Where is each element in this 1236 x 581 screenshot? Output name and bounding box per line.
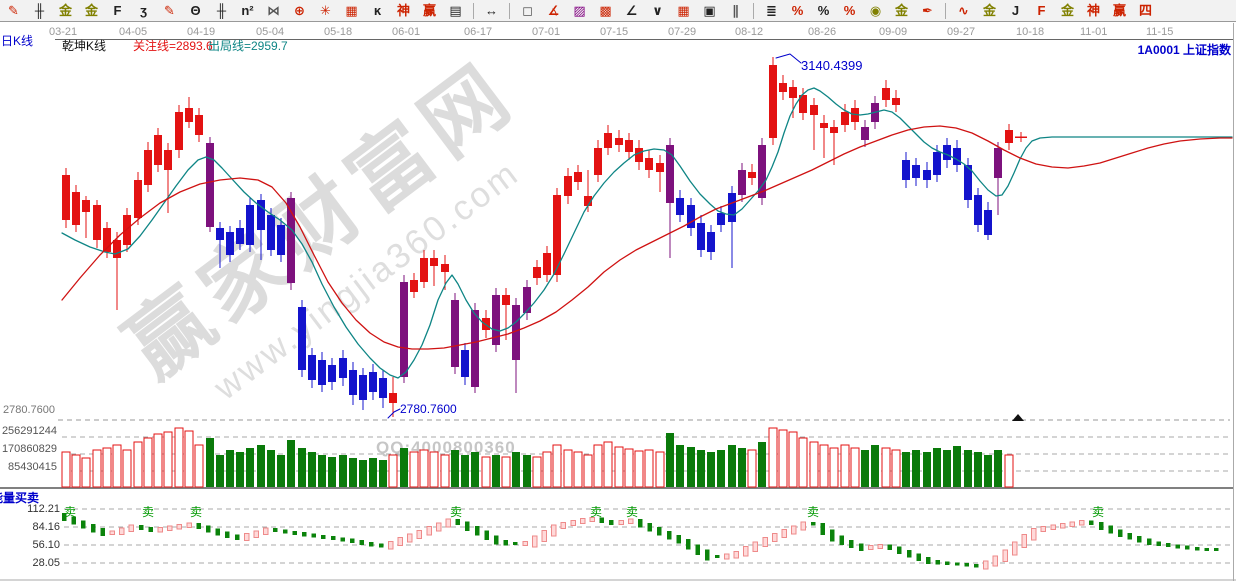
chart-name-label: 乾坤K线 [62,39,107,53]
toolbar-separator [473,2,474,19]
date-label: 09-09 [879,26,908,38]
trend-pen-icon[interactable]: ∠ [625,2,638,18]
marker-pen-icon[interactable]: ✎ [164,2,175,18]
sell-signal-label: 卖 [450,505,463,519]
date-label: 08-26 [808,26,837,38]
indicator-axis-label: 84.16 [32,521,60,533]
fan-lines-icon[interactable]: ∡ [547,2,560,18]
date-label: 07-01 [532,26,561,38]
volume-axis-label: 85430415 [8,461,57,473]
date-label: 05-04 [256,26,285,38]
stats-list-icon[interactable]: ≣ [766,2,777,18]
ying-tool-icon[interactable]: 赢 [422,2,436,18]
target-circle-icon[interactable]: ⊕ [294,2,305,18]
date-label: 04-05 [119,26,148,38]
price-axis-low-label: 2780.7600 [3,404,55,416]
sell-signal-label: 卖 [626,505,639,519]
peak-annotation: 3140.4399 [801,58,863,73]
percent-icon[interactable]: % [817,2,830,18]
draw-brush-icon[interactable]: ✎ [8,2,19,18]
mirror-angle-icon[interactable]: ⋈ [267,2,280,18]
j-angle-icon[interactable]: J [1011,2,1020,18]
date-label: 11-01 [1080,26,1108,38]
sell-signal-label: 卖 [190,505,203,519]
k-mark-icon[interactable]: ĸ [373,2,382,18]
date-label: 07-29 [668,26,697,38]
date-label: 09-27 [947,26,976,38]
gold-segment-icon[interactable]: 金 [58,2,72,18]
gold-lines-icon[interactable]: 金 [894,2,908,18]
width-measure-icon[interactable]: ↔ [485,2,498,18]
annotation-marks [387,53,1027,421]
indicator-axis-label: 28.05 [32,557,60,569]
date-label: 06-01 [392,26,421,38]
radial-target-icon[interactable]: ✳ [320,2,331,18]
grid-shade-icon[interactable]: ▩ [599,2,612,18]
gann-ruler-icon[interactable]: ╫ [34,2,45,18]
date-label: 07-15 [600,26,629,38]
sell-signal-label: 卖 [807,505,820,519]
sell-signal-label: 卖 [64,505,77,519]
toolbar-separator [753,2,754,19]
toolbar-separator [945,2,946,19]
indicator-axis-label: 56.10 [32,539,60,551]
wave-box-icon[interactable]: ∿ [958,2,969,18]
n2-tool-icon[interactable]: n² [241,2,254,18]
indicator-title-wrap: 能量买卖 [0,489,64,504]
grid-ruler-icon[interactable]: ╫ [216,2,227,18]
sell-signal-label: 卖 [142,505,155,519]
cycle-circle-icon[interactable]: Θ [190,2,201,18]
sell-signal-label: 卖 [1092,505,1105,519]
grid-box-icon[interactable]: ▣ [703,2,716,18]
volume-axis-label: 170860829 [1,443,57,455]
exit-line-label: 出局线=2959.7 [208,39,288,53]
low-annotation: 2780.7600 [400,402,457,416]
date-label: 03-21 [49,26,78,38]
period-label[interactable]: 日K线 [1,34,34,48]
attention-line-label: 关注线=2893.6 [133,39,213,53]
indicator-axis-label: 112.21 [27,503,60,515]
date-label: 04-19 [187,26,216,38]
fan-grid-icon[interactable]: ▨ [573,2,586,18]
date-label: 11-15 [1146,26,1174,38]
shen-tool-icon[interactable]: 神 [396,2,410,18]
moving-averages [61,87,1233,379]
gold-box-icon[interactable]: 金 [982,2,996,18]
fibonacci-icon[interactable]: F [113,2,122,18]
gold-circle-icon[interactable]: ◉ [869,2,882,18]
percent-line-icon[interactable]: % [791,2,804,18]
volume-axis-label: 256291244 [1,425,57,437]
symbol-label[interactable]: 1A0001 上证指数 [1137,43,1231,57]
candles [62,57,1013,417]
grid-lines [0,23,1236,581]
ying-angle-icon[interactable]: 赢 [1112,2,1126,18]
toolbar-separator [509,2,510,19]
indicator-title: 能量买卖 [0,491,40,504]
ruler-123-icon[interactable]: ▤ [449,2,462,18]
spiral-icon[interactable]: ʒ [140,2,147,18]
zigzag-icon[interactable]: ∨ [652,2,663,18]
ink-brush-icon[interactable]: ✒ [922,2,933,18]
si-angle-icon[interactable]: 四 [1138,2,1152,18]
percent-box-icon[interactable]: % [843,2,856,18]
grid-red-icon[interactable]: ▦ [677,2,690,18]
indicator-marks [62,512,1219,570]
shen-angle-icon[interactable]: 神 [1086,2,1100,18]
volume-bars [61,427,1014,488]
date-label: 10-18 [1016,26,1045,38]
gold-angle-icon[interactable]: 金 [1060,2,1074,18]
grid-target-icon[interactable]: ▦ [345,2,358,18]
parallel-lines-icon[interactable]: ∥ [732,2,739,18]
date-label: 06-17 [464,26,493,38]
date-label: 08-12 [735,26,764,38]
gold-channel-icon[interactable]: 金 [84,2,98,18]
date-label: 05-18 [324,26,353,38]
sell-signal-label: 卖 [590,505,603,519]
f-angle-icon[interactable]: F [1037,2,1046,18]
rect-select-icon[interactable]: ◻ [522,2,533,18]
